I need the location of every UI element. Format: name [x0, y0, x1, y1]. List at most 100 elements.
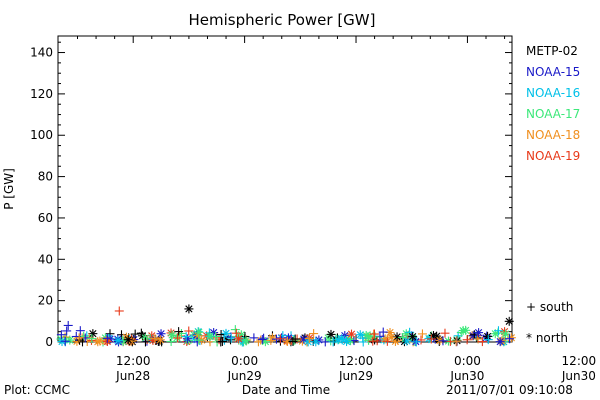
- y-axis-label: P [GW]: [2, 168, 16, 210]
- point-south-marker: [114, 306, 124, 316]
- y-axis: 0 20 40 60 80 100 120 140: [30, 41, 512, 349]
- point-south-marker: [181, 332, 191, 342]
- point-south-marker: [74, 333, 84, 343]
- point-south-marker: [216, 337, 226, 347]
- point-north-marker: [380, 334, 390, 344]
- legend-entry: METP-02: [526, 44, 578, 58]
- south-label: south: [539, 300, 574, 314]
- point-south-marker: [56, 330, 66, 340]
- point-north-marker: [401, 329, 411, 339]
- point-south-marker: [136, 328, 146, 338]
- point-south-marker: [249, 333, 259, 343]
- point-south-marker: [63, 320, 73, 330]
- point-south-marker: [150, 334, 160, 344]
- y-tick-label: 120: [30, 87, 53, 101]
- point-south-marker: [290, 334, 300, 344]
- chart-title: Hemispheric Power [GW]: [189, 11, 376, 29]
- point-north-marker: [95, 336, 105, 346]
- point-south-marker: [257, 335, 267, 345]
- point-south-marker: [505, 334, 515, 344]
- point-south-marker: [469, 330, 479, 340]
- point-north-marker: [326, 329, 336, 339]
- point-north-marker: [148, 335, 158, 345]
- point-north-marker: [267, 333, 277, 343]
- point-north-marker: [303, 337, 313, 347]
- x-tick-label-date: Jun29: [338, 369, 373, 383]
- plot-frame: [57, 35, 513, 343]
- x-tick-label-date: Jun29: [227, 369, 262, 383]
- legend-entry: NOAA-18: [526, 128, 581, 142]
- point-north-marker: [167, 330, 177, 340]
- point-south-marker: [140, 337, 150, 347]
- point-south-marker: [173, 333, 183, 343]
- point-south-marker: [174, 327, 184, 337]
- legend-north: * north: [526, 331, 568, 345]
- legend-entry: NOAA-19: [526, 149, 581, 163]
- point-south-marker: [462, 335, 472, 345]
- legend-entry: NOAA-16: [526, 86, 581, 100]
- y-tick-label: 0: [45, 335, 53, 349]
- point-north-marker: [474, 328, 484, 338]
- north-symbol: *: [526, 331, 532, 345]
- point-north-marker: [333, 335, 343, 345]
- point-south-marker: [275, 334, 285, 344]
- x-axis: 12:00Jun280:00Jun2912:00Jun290:00Jun3012…: [76, 36, 597, 383]
- y-tick-label: 60: [38, 211, 53, 225]
- plot-source: Plot: CCMC: [4, 383, 70, 397]
- x-tick-label-time: 12:00: [116, 354, 151, 368]
- y-tick-label: 80: [38, 170, 53, 184]
- x-tick-label-time: 12:00: [562, 354, 597, 368]
- south-symbol: +: [526, 300, 537, 314]
- point-north-marker: [392, 332, 402, 342]
- data-points: [56, 304, 516, 347]
- point-north-marker: [234, 334, 244, 344]
- point-south-marker: [304, 334, 314, 344]
- point-north-marker: [506, 333, 516, 343]
- y-tick-label: 100: [30, 128, 53, 142]
- point-north-marker: [501, 329, 511, 339]
- point-south-marker: [493, 326, 503, 336]
- point-south-marker: [230, 325, 240, 335]
- point-south-marker: [60, 336, 70, 346]
- point-north-marker: [408, 332, 418, 342]
- point-north-marker: [311, 337, 321, 347]
- x-tick-label-time: 0:00: [231, 354, 258, 368]
- x-tick-label-time: 0:00: [454, 354, 481, 368]
- point-north-marker: [342, 337, 352, 347]
- point-north-marker: [156, 329, 166, 339]
- point-south-marker: [184, 326, 194, 336]
- point-south-marker: [358, 333, 368, 343]
- point-south-marker: [102, 333, 112, 343]
- point-north-marker: [386, 332, 396, 342]
- point-south-marker: [426, 334, 436, 344]
- legend-south: + south: [526, 300, 573, 314]
- point-north-marker: [497, 336, 507, 346]
- point-south-marker: [364, 335, 374, 345]
- x-tick-label-date: Jun30: [561, 369, 596, 383]
- point-south-marker: [130, 329, 140, 339]
- point-north-marker: [184, 304, 194, 314]
- point-north-marker: [205, 331, 215, 341]
- x-tick-label-date: Jun30: [449, 369, 484, 383]
- point-south-marker: [166, 336, 176, 346]
- point-south-marker: [375, 331, 385, 341]
- point-north-marker: [241, 336, 251, 346]
- point-south-marker: [398, 333, 408, 343]
- point-south-marker: [62, 326, 72, 336]
- point-south-marker: [253, 337, 263, 347]
- point-north-marker: [123, 335, 133, 345]
- point-south-marker: [320, 337, 330, 347]
- point-north-marker: [221, 328, 231, 338]
- point-north-marker: [155, 335, 165, 345]
- point-south-marker: [309, 329, 319, 339]
- point-north-marker: [183, 336, 193, 346]
- point-north-marker: [504, 316, 514, 326]
- x-tick-label-time: 12:00: [339, 354, 374, 368]
- point-north-marker: [182, 334, 192, 344]
- y-tick-label: 40: [38, 252, 53, 266]
- point-south-marker: [75, 326, 85, 336]
- point-south-marker: [382, 336, 392, 346]
- point-north-marker: [347, 329, 357, 339]
- point-south-marker: [440, 328, 450, 338]
